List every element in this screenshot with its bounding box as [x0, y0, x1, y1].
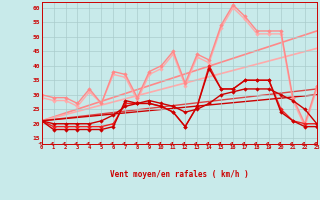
- X-axis label: Vent moyen/en rafales ( km/h ): Vent moyen/en rafales ( km/h ): [110, 170, 249, 179]
